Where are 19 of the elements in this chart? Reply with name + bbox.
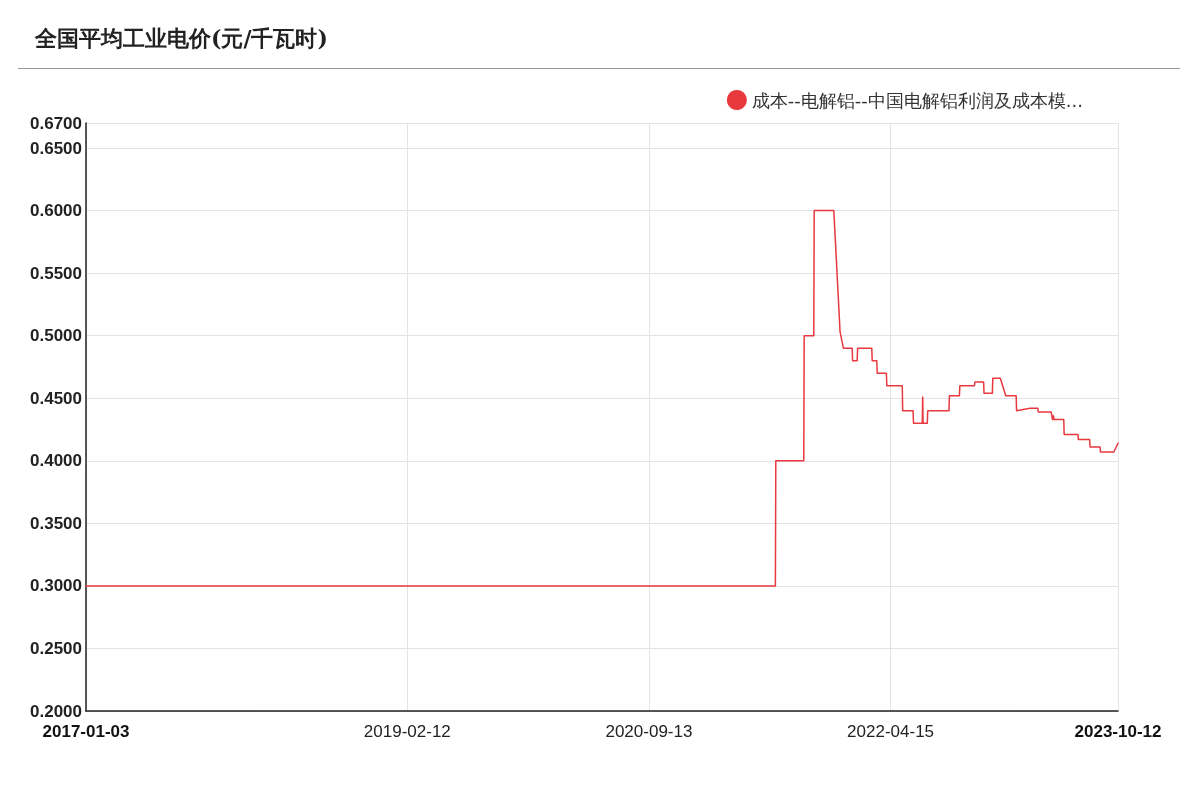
y-tick-label: 0.2500 xyxy=(30,638,82,658)
y-tick-label: 0.6700 xyxy=(30,113,82,133)
x-tick-label: 2023-10-12 xyxy=(1074,722,1162,741)
y-tick-label: 0.5500 xyxy=(30,263,82,283)
y-tick-label: 0.3000 xyxy=(30,576,82,596)
legend-label: 成本--电解铝--中国电解铝利润及成本模... xyxy=(751,89,1084,111)
y-tick-label: 0.2000 xyxy=(30,701,82,721)
x-tick-label: 2022-04-15 xyxy=(847,722,935,741)
y-tick-label: 0.6500 xyxy=(30,138,82,158)
x-tick-label: 2020-09-13 xyxy=(605,722,693,741)
x-tick-label: 2019-02-12 xyxy=(363,722,451,741)
x-tick-label: 2017-01-03 xyxy=(42,722,130,741)
y-tick-label: 0.4000 xyxy=(30,451,82,471)
y-tick-label: 0.4500 xyxy=(30,388,82,408)
y-tick-label: 0.6000 xyxy=(30,201,82,221)
y-tick-label: 0.3500 xyxy=(30,513,82,533)
y-tick-label: 0.5000 xyxy=(30,326,82,346)
line-series xyxy=(85,209,1119,587)
chart-title: 全国平均工业电价(元/千瓦时) xyxy=(34,25,328,51)
